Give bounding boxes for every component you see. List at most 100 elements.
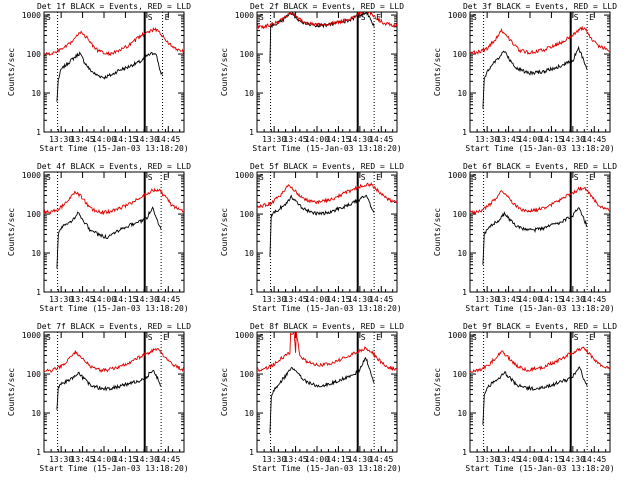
x-tick-label: 13:30 [262, 135, 286, 144]
events-series-line [269, 356, 375, 434]
chart-title: Det 1f BLACK = Events, RED = LLD [37, 2, 191, 11]
plot-frame [469, 331, 611, 453]
y-tick-label: 1 [36, 448, 41, 457]
subplot-det-6f: Det 6f BLACK = Events, RED = LLD 1 10 100 10… [433, 162, 617, 313]
y-tick-label: 100 [27, 370, 42, 379]
end-label: E [589, 13, 594, 22]
x-tick-label: 14:00 [92, 455, 116, 464]
chart-title: Det 2f BLACK = Events, RED = LLD [250, 2, 404, 11]
y-tick-label: 100 [240, 50, 255, 59]
x-axis-label: Start Time (15-Jan-03 13:18:20) [465, 144, 614, 153]
x-tick-label: 14:45 [582, 455, 606, 464]
subplot-det-9f: Det 9f BLACK = Events, RED = LLD 1 10 100 10… [433, 322, 617, 473]
y-tick-label: 1000 [448, 11, 467, 20]
end-label: E [589, 173, 594, 182]
y-tick-label: 100 [453, 210, 468, 219]
x-axis-label: Start Time (15-Jan-03 13:18:20) [39, 464, 188, 473]
events-series-line [269, 194, 375, 257]
start-label-right: S [361, 173, 366, 182]
end-label: E [589, 333, 594, 342]
events-series-line [482, 207, 588, 265]
start-label-left: S [472, 13, 477, 22]
end-label: E [376, 13, 381, 22]
y-tick-label: 1000 [235, 171, 254, 180]
x-tick-label: 14:45 [156, 135, 180, 144]
x-tick-label: 14:15 [539, 295, 563, 304]
chart-title: Det 5f BLACK = Events, RED = LLD [250, 162, 404, 171]
y-tick-label: 10 [457, 249, 467, 258]
y-tick-label: 1000 [235, 331, 254, 340]
events-series-line [482, 366, 588, 425]
x-tick-label: 14:30 [561, 455, 585, 464]
y-axis-label: Counts/sec [433, 48, 442, 96]
end-label: E [376, 173, 381, 182]
x-tick-label: 13:30 [475, 455, 499, 464]
x-tick-label: 14:30 [561, 135, 585, 144]
x-tick-label: 13:30 [49, 135, 73, 144]
x-tick-label: 14:45 [582, 135, 606, 144]
lld-series-line [44, 187, 184, 216]
y-tick-label: 1000 [448, 171, 467, 180]
x-tick-label: 14:45 [369, 295, 393, 304]
chart-title: Det 4f BLACK = Events, RED = LLD [37, 162, 191, 171]
x-axis-label: Start Time (15-Jan-03 13:18:20) [39, 304, 188, 313]
start-label-left: S [472, 333, 477, 342]
x-tick-label: 14:30 [348, 455, 372, 464]
start-label-right: S [148, 173, 153, 182]
y-tick-label: 1 [462, 288, 467, 297]
x-tick-label: 14:00 [305, 295, 329, 304]
y-axis-label: Counts/sec [7, 208, 16, 256]
x-tick-label: 13:45 [284, 135, 308, 144]
chart-title: Det 9f BLACK = Events, RED = LLD [463, 322, 617, 331]
x-tick-label: 13:45 [284, 295, 308, 304]
x-tick-label: 14:45 [156, 455, 180, 464]
plot-frame [43, 11, 185, 133]
x-tick-label: 13:30 [49, 455, 73, 464]
x-tick-label: 13:45 [71, 455, 95, 464]
x-tick-label: 14:30 [348, 135, 372, 144]
start-label-right: S [574, 333, 579, 342]
subplot-det-5f: Det 5f BLACK = Events, RED = LLD 1 10 100 10… [220, 162, 404, 313]
x-tick-label: 14:00 [518, 455, 542, 464]
subplot-det-4f: Det 4f BLACK = Events, RED = LLD 1 10 100 10… [7, 162, 191, 313]
start-label-right: S [148, 333, 153, 342]
y-tick-label: 10 [244, 409, 254, 418]
lld-series-line [257, 332, 397, 373]
x-tick-label: 14:15 [113, 295, 137, 304]
y-tick-label: 100 [27, 50, 42, 59]
lld-series-line [44, 26, 184, 57]
x-tick-label: 14:00 [518, 135, 542, 144]
events-series-line [482, 45, 588, 109]
x-tick-label: 13:45 [497, 135, 521, 144]
plot-frame [43, 171, 185, 293]
end-label: E [376, 333, 381, 342]
x-tick-label: 14:15 [539, 135, 563, 144]
x-axis-label: Start Time (15-Jan-03 13:18:20) [39, 144, 188, 153]
start-label-right: S [574, 173, 579, 182]
y-tick-label: 100 [240, 210, 255, 219]
lld-series-line [44, 347, 184, 374]
x-tick-label: 13:30 [49, 295, 73, 304]
x-tick-label: 13:45 [71, 295, 95, 304]
x-tick-label: 14:45 [156, 295, 180, 304]
x-tick-label: 13:30 [262, 455, 286, 464]
plot-frame [256, 171, 398, 293]
y-tick-label: 1 [462, 128, 467, 137]
x-tick-label: 13:45 [71, 135, 95, 144]
start-label-left: S [472, 173, 477, 182]
x-tick-label: 14:15 [113, 455, 137, 464]
y-tick-label: 10 [244, 249, 254, 258]
start-label-right: S [574, 13, 579, 22]
events-series-line [56, 206, 162, 269]
y-tick-label: 1 [462, 448, 467, 457]
x-tick-label: 14:30 [348, 295, 372, 304]
x-tick-label: 14:45 [369, 455, 393, 464]
subplot-det-3f: Det 3f BLACK = Events, RED = LLD 1 10 100 10… [433, 2, 617, 153]
y-tick-label: 1 [36, 128, 41, 137]
subplot-det-7f: Det 7f BLACK = Events, RED = LLD 1 10 100 10… [7, 322, 191, 473]
subplot-det-2f: Det 2f BLACK = Events, RED = LLD 1 10 100 10… [220, 2, 404, 153]
end-label: E [165, 13, 170, 22]
x-tick-label: 14:45 [369, 135, 393, 144]
chart-title: Det 3f BLACK = Events, RED = LLD [463, 2, 617, 11]
x-tick-label: 14:15 [113, 135, 137, 144]
